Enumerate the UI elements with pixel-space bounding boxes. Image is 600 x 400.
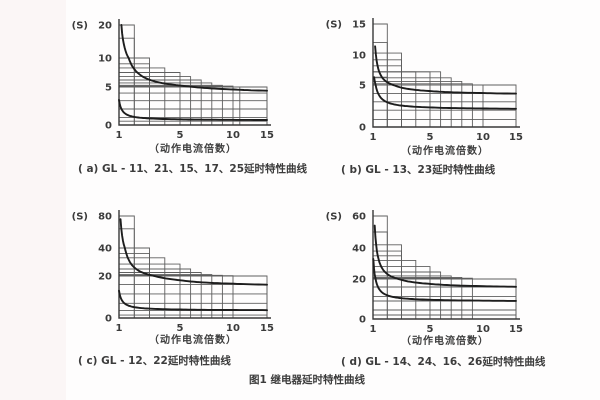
axes: [118, 210, 271, 319]
step-box: [119, 79, 202, 125]
y-tick-label: 10: [352, 51, 366, 62]
y-tick-label: 0: [359, 315, 366, 326]
characteristic-curve-lower-limit: [372, 257, 517, 302]
step-box: [373, 231, 388, 319]
step-box: [373, 71, 417, 127]
step-box: [119, 72, 181, 125]
y-tick-label: 5: [359, 81, 366, 92]
y-tick-label: 10: [98, 54, 112, 65]
step-box: [373, 83, 473, 127]
y-unit-label: (S): [326, 20, 342, 31]
x-tick-label: 10: [226, 323, 240, 334]
step-box: [119, 310, 268, 318]
step-box: [373, 309, 517, 319]
y-tick-label: 20: [98, 21, 112, 32]
step-box: [119, 85, 234, 125]
step-box: [373, 286, 517, 319]
step-box: [373, 118, 517, 127]
chart-b-xaxis-label: （动作电流倍数）: [401, 146, 489, 157]
step-box: [119, 274, 213, 318]
chart-a-xaxis-label: （动作电流倍数）: [149, 144, 237, 155]
y-tick-label: 40: [352, 244, 366, 255]
y-unit-label: (S): [72, 212, 88, 223]
x-tick-label: 5: [427, 324, 434, 335]
y-tick-label: 20: [98, 272, 112, 283]
step-box: [119, 228, 135, 318]
step-box: [119, 268, 192, 318]
chart-a-caption: ( a) GL - 11、21、15、17、25延时特性曲线: [78, 163, 308, 175]
y-tick-label: 0: [105, 121, 112, 132]
y-tick-label: 0: [359, 123, 366, 134]
x-tick-label: 15: [260, 323, 274, 334]
step-box: [119, 84, 223, 125]
characteristic-curve-upper-limit: [374, 45, 517, 95]
chart-d-caption: ( d) GL - 14、24、16、26延时特性曲线: [341, 356, 546, 368]
chart-c-xaxis-label: （动作电流倍数）: [149, 335, 237, 346]
step-box: [119, 253, 150, 318]
x-tick-label: 15: [260, 130, 274, 141]
step-box: [119, 275, 234, 318]
step-box: [373, 314, 517, 319]
chart-c-caption: ( c) GL - 12、22延时特性曲线: [78, 355, 231, 367]
y-tick-label: 20: [352, 275, 366, 286]
step-box: [373, 271, 442, 319]
characteristic-curve-upper-limit: [120, 24, 268, 92]
step-box: [119, 257, 166, 318]
step-box: [119, 120, 268, 125]
step-box: [119, 293, 268, 318]
axes: [372, 210, 520, 320]
figure-title: 图1 继电器延时特性曲线: [249, 374, 365, 386]
page-content-panel: [66, 0, 600, 400]
y-tick-label: 40: [98, 244, 112, 255]
x-tick-label: 10: [476, 324, 490, 335]
x-tick-label: 15: [509, 132, 523, 143]
characteristic-curve-upper-limit: [119, 218, 268, 286]
y-unit-label: (S): [326, 212, 342, 223]
step-box: [119, 272, 202, 318]
step-box: [373, 275, 452, 319]
x-tick-label: 5: [177, 323, 184, 334]
step-box: [119, 63, 150, 125]
step-box: [373, 276, 463, 319]
characteristic-curve-lower-limit: [118, 289, 268, 312]
x-tick-label: 10: [476, 132, 490, 143]
step-box: [119, 314, 268, 318]
x-tick-label: 10: [226, 130, 240, 141]
y-tick-label: 80: [98, 212, 112, 223]
y-tick-label: 15: [352, 20, 366, 31]
characteristic-curve-lower-limit: [118, 98, 268, 121]
step-box: [119, 82, 213, 125]
x-tick-label: 1: [116, 323, 123, 334]
x-tick-label: 15: [509, 324, 523, 335]
step-box: [373, 266, 431, 319]
step-box: [373, 101, 517, 127]
chart-d-xaxis-label: （动作电流倍数）: [401, 336, 489, 347]
y-tick-label: 0: [105, 314, 112, 325]
step-box: [119, 263, 181, 318]
step-box: [373, 109, 517, 127]
chart-b-caption: ( b) GL - 13、23延时特性曲线: [341, 164, 496, 176]
characteristic-curve-lower-limit: [373, 76, 517, 110]
y-tick-label: 60: [352, 212, 366, 223]
step-box: [119, 37, 135, 125]
x-tick-label: 5: [177, 130, 184, 141]
axes: [118, 19, 271, 126]
characteristic-curve-upper-limit: [373, 224, 517, 288]
x-tick-label: 5: [427, 132, 434, 143]
step-box: [373, 80, 463, 127]
y-tick-label: 5: [105, 83, 112, 94]
axes: [372, 18, 520, 128]
x-tick-label: 1: [370, 132, 377, 143]
x-tick-label: 1: [370, 324, 377, 335]
step-box: [373, 65, 402, 127]
step-box: [119, 283, 268, 318]
step-box: [373, 277, 473, 319]
x-tick-label: 1: [116, 130, 123, 141]
y-unit-label: (S): [72, 21, 88, 32]
